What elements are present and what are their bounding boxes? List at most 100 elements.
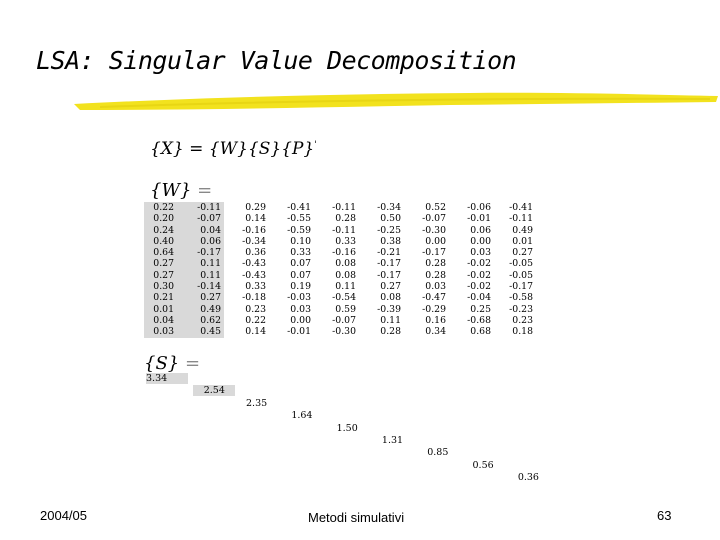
w-matrix-cell: -0.16 bbox=[332, 247, 356, 259]
w-matrix-cell: 0.49 bbox=[512, 224, 533, 236]
title-underline-brushstroke bbox=[74, 92, 718, 110]
w-matrix-cell: -0.05 bbox=[509, 269, 533, 281]
svd-equation: {X} = {W}{S}{P}' bbox=[150, 139, 317, 159]
w-matrix-row: 0.27 0.11 -0.43 0.07 0.08 -0.17 0.28 -0.02 -0.05 bbox=[144, 258, 536, 270]
s-diagonal-value: 1.50 bbox=[336, 422, 358, 434]
footer-date: 2004/05 bbox=[40, 508, 87, 523]
w-matrix-cell: 0.08 bbox=[335, 258, 356, 270]
w-matrix-row: 0.30 -0.14 0.33 0.19 0.11 0.27 0.03 -0.02 -0.17 bbox=[144, 281, 536, 293]
s-equals: = bbox=[179, 353, 201, 374]
w-matrix-cell: -0.34 bbox=[377, 202, 401, 213]
w-matrix-cell: -0.02 bbox=[467, 258, 491, 270]
w-matrix-cell: 0.00 bbox=[470, 235, 491, 247]
w-matrix-cell: 0.11 bbox=[335, 281, 356, 293]
w-matrix-cell: -0.17 bbox=[177, 247, 224, 259]
equation-rhs: {W}{S}{P} bbox=[208, 139, 315, 159]
w-matrix-cell: 0.28 bbox=[335, 213, 356, 225]
w-matrix-cell: -0.17 bbox=[509, 281, 533, 293]
footer-page-number: 63 bbox=[657, 508, 672, 523]
w-matrix-cell: -0.07 bbox=[422, 213, 446, 225]
w-matrix-cell: 0.21 bbox=[144, 292, 177, 304]
w-matrix-cell: 0.20 bbox=[144, 213, 177, 225]
s-diagonal-value: 3.34 bbox=[146, 373, 188, 384]
w-matrix-row: 0.27 0.11 -0.43 0.07 0.08 -0.17 0.28 -0.02 -0.05 bbox=[144, 269, 536, 282]
w-matrix-cell: 0.11 bbox=[380, 314, 401, 326]
w-matrix-cell: 0.10 bbox=[290, 235, 311, 247]
w-matrix-cell: 0.08 bbox=[380, 292, 401, 304]
s-label: {S} bbox=[144, 353, 180, 374]
w-matrix-cell: 0.62 bbox=[177, 314, 224, 327]
w-matrix-cell: -0.01 bbox=[467, 213, 491, 225]
w-matrix-cell: -0.02 bbox=[467, 269, 491, 281]
w-matrix-cell: 0.00 bbox=[425, 235, 446, 247]
w-matrix-row: 0.64 -0.17 0.36 0.33 -0.16 -0.21 -0.17 0.03 0.27 bbox=[144, 247, 536, 259]
w-matrix-cell: -0.34 bbox=[242, 235, 266, 247]
w-matrix-cell: 0.11 bbox=[177, 269, 224, 282]
w-matrix-cell: -0.21 bbox=[377, 247, 401, 259]
w-matrix-cell: -0.43 bbox=[242, 258, 266, 270]
w-matrix-cell: 0.23 bbox=[245, 303, 266, 315]
w-matrix-row: 0.21 0.27 -0.18 -0.03 -0.54 0.08 -0.47 -0.04 -0.… bbox=[144, 292, 536, 304]
equation-equals: = bbox=[183, 139, 209, 159]
w-matrix-cell: 0.49 bbox=[177, 303, 224, 315]
w-matrix-cell: -0.14 bbox=[177, 281, 224, 293]
w-matrix-row: 0.40 0.06 -0.34 0.10 0.33 0.38 0.00 0.00 0.01 bbox=[144, 235, 536, 248]
w-matrix-cell: 0.40 bbox=[144, 235, 177, 248]
w-matrix-cell: -0.43 bbox=[242, 269, 266, 281]
w-matrix-row: 0.04 0.62 0.22 0.00 -0.07 0.11 0.16 -0.68 0.23 bbox=[144, 314, 536, 327]
w-matrix-cell: -0.30 bbox=[422, 224, 446, 236]
w-matrix-cell: -0.06 bbox=[467, 202, 491, 213]
s-diagonal-value: 0.56 bbox=[472, 459, 494, 471]
w-matrix-row: 0.20 -0.07 0.14 -0.55 0.28 0.50 -0.07 -0.01 -0.1… bbox=[144, 213, 536, 225]
w-matrix-cell: -0.03 bbox=[287, 292, 311, 304]
w-matrix-cell: -0.11 bbox=[509, 213, 533, 225]
w-matrix-cell: 0.52 bbox=[425, 202, 446, 213]
w-matrix-cell: -0.07 bbox=[177, 213, 224, 225]
w-matrix-cell: 0.01 bbox=[144, 303, 177, 315]
slide-title: LSA: Singular Value Decomposition bbox=[36, 46, 517, 75]
w-matrix-cell: 0.59 bbox=[335, 303, 356, 315]
s-diagonal-value: 2.35 bbox=[246, 397, 268, 409]
transpose-mark: ' bbox=[314, 140, 317, 151]
w-matrix-cell: -0.29 bbox=[422, 303, 446, 315]
w-matrix-table: 0.22 -0.11 0.29 -0.41 -0.11 -0.34 0.52 -0.06 -0.… bbox=[144, 202, 536, 338]
w-matrix-row: 0.03 0.45 0.14 -0.01 -0.30 0.28 0.34 0.68 0.18 bbox=[144, 326, 536, 338]
w-matrix-cell: 0.14 bbox=[245, 326, 266, 338]
w-matrix-cell: 0.45 bbox=[177, 326, 224, 338]
w-matrix-cell: 0.27 bbox=[380, 281, 401, 293]
s-diagonal-value: 1.64 bbox=[291, 410, 313, 422]
w-matrix-cell: 0.27 bbox=[177, 292, 224, 304]
w-matrix-cell: 0.00 bbox=[290, 314, 311, 326]
equation-lhs: {X} bbox=[150, 139, 184, 159]
w-matrix-cell: 0.03 bbox=[425, 281, 446, 293]
w-matrix-cell: 0.24 bbox=[144, 224, 177, 236]
w-matrix-cell: 0.30 bbox=[144, 281, 177, 293]
w-matrix-row: 0.01 0.49 0.23 0.03 0.59 -0.39 -0.29 0.25 -0.23 bbox=[144, 303, 536, 315]
w-matrix-cell: 0.27 bbox=[144, 269, 177, 282]
w-matrix-cell: -0.54 bbox=[332, 292, 356, 304]
w-matrix-cell: 0.27 bbox=[512, 247, 533, 259]
w-matrix-row: 0.22 -0.11 0.29 -0.41 -0.11 -0.34 0.52 -0.06 -0.… bbox=[144, 202, 536, 214]
w-matrix-cell: -0.11 bbox=[332, 202, 356, 213]
w-matrix-cell: -0.17 bbox=[422, 247, 446, 259]
s-diagonal-value: 2.54 bbox=[193, 385, 236, 397]
w-matrix-cell: -0.41 bbox=[509, 202, 533, 213]
w-matrix-cell: 0.28 bbox=[425, 258, 446, 270]
s-diagonal-value: 1.31 bbox=[381, 435, 404, 446]
footer-course: Metodi simulativi bbox=[308, 510, 405, 525]
w-matrix-cell: -0.55 bbox=[287, 213, 311, 225]
w-matrix-cell: 0.16 bbox=[425, 314, 446, 326]
w-matrix-cell: -0.11 bbox=[177, 202, 224, 214]
w-matrix-cell: -0.11 bbox=[332, 224, 356, 236]
w-matrix-cell: 0.33 bbox=[335, 235, 356, 247]
w-matrix-cell: 0.11 bbox=[177, 258, 224, 270]
s-matrix-label: {S} = bbox=[144, 353, 200, 374]
s-diagonal-value: 0.36 bbox=[517, 472, 539, 484]
w-matrix-cell: 0.34 bbox=[425, 326, 446, 338]
s-diagonal-value: 0.85 bbox=[427, 447, 449, 459]
w-matrix-cell: -0.04 bbox=[467, 292, 491, 304]
w-matrix-body: 0.22 -0.11 0.29 -0.41 -0.11 -0.34 0.52 -0.06 -0.… bbox=[144, 202, 536, 338]
w-matrix-cell: 0.25 bbox=[470, 303, 491, 315]
w-matrix-cell: 0.07 bbox=[290, 258, 311, 270]
w-matrix-cell: -0.58 bbox=[509, 292, 533, 304]
